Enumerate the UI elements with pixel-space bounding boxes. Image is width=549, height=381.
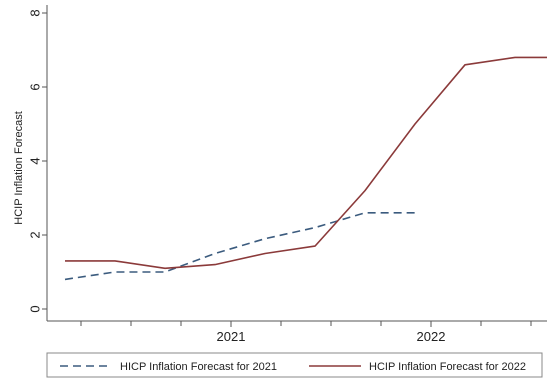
legend-label-2: HCIP Inflation Forecast for 2022 (369, 361, 526, 373)
y-tick-label: 6 (28, 83, 43, 90)
y-axis-title: HCIP Inflation Forecast (13, 111, 25, 225)
x-tick-label: 2022 (417, 329, 446, 344)
y-tick-label: 0 (28, 305, 43, 312)
legend-box (46, 352, 543, 378)
series-line-1 (64, 212, 415, 281)
legend: HICP Inflation Forecast for 2021 HCIP Inf… (46, 352, 543, 378)
x-tick-label: 2021 (217, 329, 246, 344)
x-axis: 2021 2022 (80, 321, 532, 344)
series-line-2 (65, 56, 547, 270)
legend-label-1: HICP Inflation Forecast for 2021 (120, 361, 277, 373)
y-tick-label: 2 (28, 231, 43, 238)
plot-frame (46, 5, 547, 322)
y-tick-label: 4 (28, 157, 43, 164)
y-axis: 0 2 4 6 8 (28, 9, 47, 313)
y-tick-label: 8 (28, 9, 43, 16)
series-layer (64, 56, 547, 281)
